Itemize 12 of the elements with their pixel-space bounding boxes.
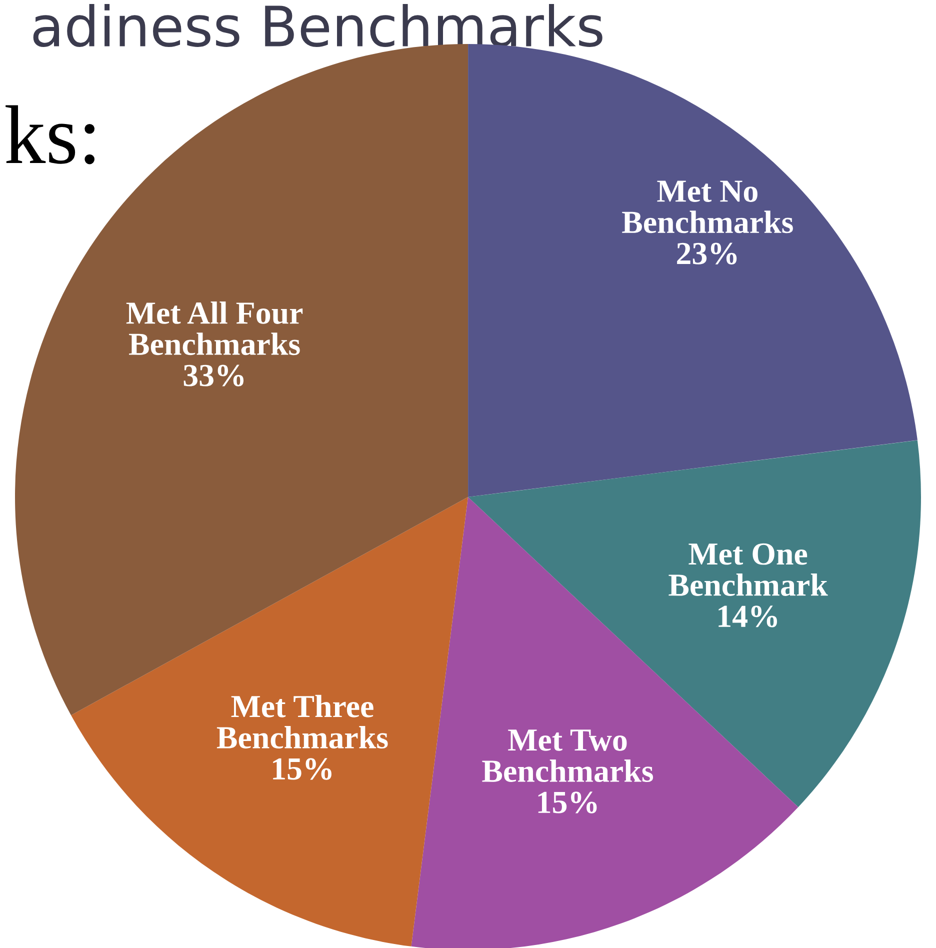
data-label: 14% [718,606,777,628]
data-label: 15% [273,758,332,780]
slice-label: Met No Benchmarks [622,180,793,234]
data-label: 15% [538,792,597,814]
data-label: 23% [677,242,737,264]
slice-label: Met All Four Benchmarks [126,301,303,356]
slice-label: Met Three Benchmarks [216,694,388,749]
data-label: 33% [184,364,244,386]
text: ks: [6,105,94,164]
slice-label: Met Two Benchmarks [482,730,654,782]
slice-label: Met One Benchmark [668,543,828,596]
text: adiness Benchmarks [33,4,602,48]
